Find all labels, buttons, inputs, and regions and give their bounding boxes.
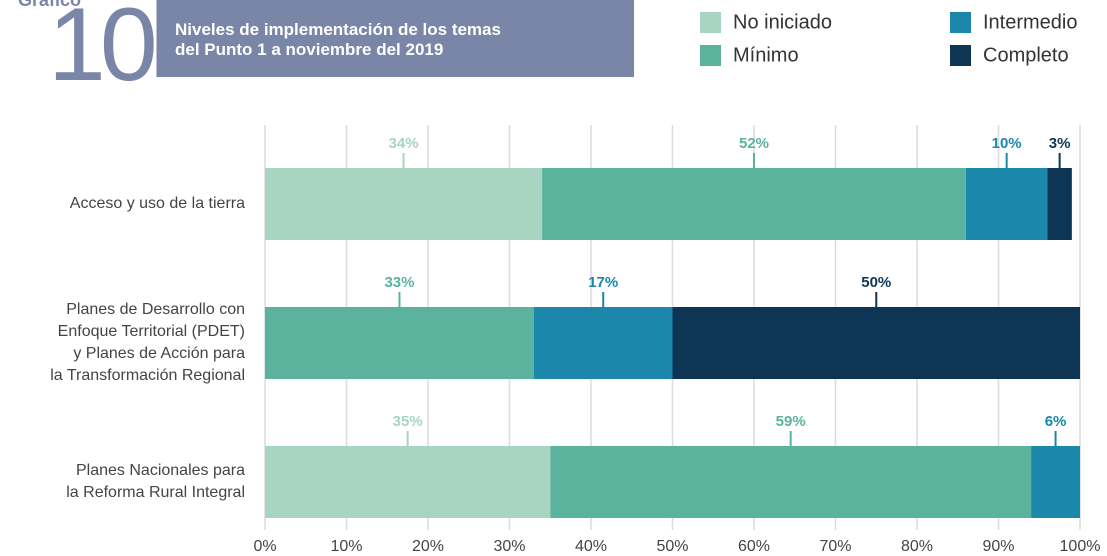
kicker: Gráfico	[18, 0, 82, 10]
bar-segment	[672, 307, 1080, 379]
legend-swatch	[700, 45, 721, 66]
data-label: 59%	[776, 413, 806, 430]
bar-segment	[550, 446, 1032, 518]
bar-segment	[265, 307, 534, 379]
x-tick-label: 20%	[412, 538, 444, 555]
data-label: 52%	[739, 135, 769, 152]
x-tick-label: 30%	[493, 538, 525, 555]
bar-segment	[965, 168, 1048, 240]
bar-segment	[1031, 446, 1080, 518]
data-label: 10%	[992, 135, 1022, 152]
legend-label: Mínimo	[733, 44, 799, 66]
y-tick-label: Acceso y uso de la tierra	[69, 195, 245, 212]
data-label: 6%	[1045, 413, 1067, 430]
bar-segment	[542, 168, 966, 240]
y-tick-label: Planes de Desarrollo con Enfoque Territo…	[50, 301, 245, 384]
legend-label: Intermedio	[983, 11, 1078, 33]
bar-segment	[533, 307, 673, 379]
data-label: 33%	[384, 274, 414, 291]
data-label: 17%	[588, 274, 618, 291]
legend-swatch	[950, 12, 971, 33]
legend-swatch	[700, 12, 721, 33]
legend-swatch	[950, 45, 971, 66]
x-tick-label: 70%	[819, 538, 851, 555]
legend-label: Completo	[983, 44, 1069, 66]
data-label: 3%	[1049, 135, 1071, 152]
data-label: 34%	[389, 135, 419, 152]
title-box	[158, 0, 634, 77]
x-tick-label: 100%	[1060, 538, 1101, 555]
x-tick-label: 0%	[253, 538, 276, 555]
data-label: 35%	[393, 413, 423, 430]
bar-segment	[1047, 168, 1072, 240]
bar-segment	[265, 168, 543, 240]
legend-label: No iniciado	[733, 11, 832, 33]
x-tick-label: 10%	[330, 538, 362, 555]
x-tick-label: 50%	[656, 538, 688, 555]
x-tick-label: 40%	[575, 538, 607, 555]
chart-number: 10	[48, 0, 158, 103]
data-label: 50%	[861, 274, 891, 291]
x-tick-label: 90%	[982, 538, 1014, 555]
x-tick-label: 80%	[901, 538, 933, 555]
y-tick-label: Planes Nacionales para la Reforma Rural …	[66, 462, 245, 501]
chart-title: Niveles de implementación de los temas d…	[175, 20, 501, 59]
x-tick-label: 60%	[738, 538, 770, 555]
bar-segment	[265, 446, 551, 518]
